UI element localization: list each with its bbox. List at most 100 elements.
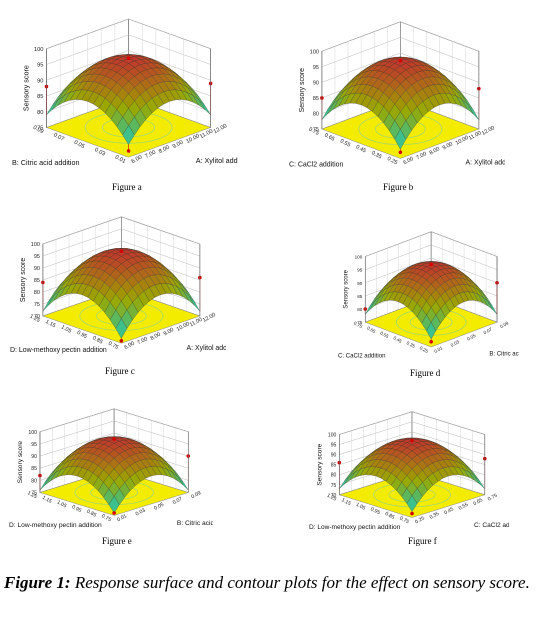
y-tick-label: 1.05 <box>60 324 72 334</box>
x-tick-label: 8.00 <box>158 145 171 155</box>
response-surface <box>321 56 479 150</box>
y-tick-label: 0.75 <box>100 513 112 523</box>
z-tick-label: 90 <box>31 454 37 460</box>
panel-label: Figure a <box>112 182 142 192</box>
z-tick-label: 80 <box>34 290 40 296</box>
y-tick-label: 0.85 <box>91 335 103 345</box>
surface-plot-3: 70 75 80 85 90 95 100 Sensory score 6.00 7.00 8.00… <box>8 204 226 364</box>
y-tick-label: 0.45 <box>392 335 403 344</box>
z-tick-label: 90 <box>37 78 43 84</box>
design-point <box>398 58 403 63</box>
y-tick-label: 1.15 <box>340 497 352 507</box>
surface-plot-2: 75 80 85 90 95 100 Sensory score 6.00 7.00 8.00 9.… <box>287 8 505 181</box>
y-axis-label: C: CaCl2 addition <box>289 161 344 168</box>
y-tick-label: 0.09 <box>32 125 45 135</box>
x-tick-label: 0.05 <box>466 333 477 342</box>
y-tick-label: 0.75 <box>107 341 119 351</box>
y-axis-label: C: CaCl2 addition <box>338 353 386 359</box>
x-tick-label: 10.00 <box>455 135 470 147</box>
y-tick-label: 0.45 <box>355 144 367 154</box>
z-tick-label: 85 <box>331 463 337 469</box>
surface-plot-5: 75 80 85 90 95 100 Sensory score 0.01 0.03 0.05 0.… <box>7 398 213 533</box>
design-point <box>398 150 403 155</box>
x-tick-label: 0.03 <box>450 339 461 348</box>
z-tick-label: 90 <box>313 80 319 86</box>
y-tick-label: 0.65 <box>323 132 335 142</box>
panel-label: Figure d <box>410 368 441 378</box>
z-tick-label: 85 <box>37 94 43 100</box>
x-tick-label: 0.45 <box>443 506 455 516</box>
y-tick-label: 1.15 <box>41 495 53 505</box>
design-point <box>410 438 414 443</box>
design-point <box>410 511 414 516</box>
design-point <box>126 149 131 153</box>
x-tick-label: 0.35 <box>429 511 441 521</box>
z-tick-label: 80 <box>313 112 319 118</box>
surface-svg: 70 75 80 85 90 95 100 Sensory score 6.00 7.00 8.00… <box>10 216 226 354</box>
x-tick-label: 7.00 <box>144 150 157 160</box>
panel-label: Figure c <box>105 366 135 376</box>
y-tick-label: 0.65 <box>366 325 377 334</box>
y-tick-label: 1.05 <box>355 502 367 512</box>
design-point <box>429 262 433 267</box>
response-surface <box>42 248 200 339</box>
x-tick-label: 0.03 <box>135 507 147 517</box>
response-surface <box>46 54 211 145</box>
z-tick-label: 85 <box>34 278 40 284</box>
x-axis-label: C: CaCl2 addition <box>474 522 509 529</box>
z-tick-label: 95 <box>37 63 43 69</box>
z-tick-label: 80 <box>37 110 43 116</box>
x-tick-label: 0.07 <box>483 326 494 335</box>
z-axis-label: Sensory score <box>20 258 27 302</box>
x-tick-label: 0.55 <box>458 502 470 512</box>
z-tick-label: 90 <box>357 281 363 286</box>
z-tick-label: 75 <box>37 126 43 132</box>
z-tick-label: 85 <box>313 96 319 102</box>
z-axis-label: Sensory score <box>299 68 306 112</box>
x-tick-label: 12.00 <box>213 123 228 135</box>
x-axis-label: B: Citric acid addition <box>177 520 213 527</box>
design-point <box>429 339 433 344</box>
y-tick-label: 0.35 <box>370 150 382 160</box>
surface-plot-1: 75 80 85 90 95 100 Sensory score 6.00 7.00 8.00 9.… <box>10 5 238 180</box>
x-tick-label: 6.00 <box>131 155 144 165</box>
z-tick-label: 70 <box>331 493 337 499</box>
panel-label: Figure b <box>383 182 414 192</box>
z-tick-label: 95 <box>331 443 337 449</box>
design-point <box>119 339 124 343</box>
x-tick-label: 0.25 <box>414 515 426 525</box>
y-tick-label: 0.25 <box>386 156 398 166</box>
x-tick-label: 6.00 <box>402 156 414 166</box>
x-tick-label: 7.00 <box>416 151 428 161</box>
y-tick-label: 0.95 <box>76 330 88 340</box>
x-axis-label: A: Xylitol addition <box>187 345 226 352</box>
caption-label: Figure 1: <box>4 573 71 592</box>
surface-facet <box>115 318 128 339</box>
z-tick-label: 80 <box>357 307 363 312</box>
caption-text: Response surface and contour plots for t… <box>70 573 530 592</box>
x-tick-label: 7.00 <box>137 336 149 346</box>
z-tick-label: 100 <box>34 47 44 53</box>
surface-facet <box>108 495 120 514</box>
y-tick-label: 0.07 <box>52 132 65 142</box>
surface-svg: 75 80 85 90 95 100 Sensory score 0.01 0.03 0.05 0.… <box>9 408 213 529</box>
y-tick-label: 0.03 <box>93 147 106 157</box>
z-tick-label: 75 <box>357 320 363 325</box>
response-surface <box>339 437 485 512</box>
z-tick-label: 80 <box>331 473 337 479</box>
x-axis-label: A: Xylitol addition <box>466 159 505 166</box>
surface-plot-6: 70 75 80 85 90 95 100 Sensory score 0.25 0.35 0.45… <box>307 401 509 535</box>
surface-facet <box>406 495 418 512</box>
z-tick-label: 75 <box>31 491 37 497</box>
y-axis-label: B: Citric acid addition <box>12 158 80 167</box>
surface-facet <box>426 322 437 340</box>
surface-svg: 75 80 85 90 95 100 Sensory score 6.00 7.00 8.00 9.… <box>12 18 238 167</box>
z-axis-label: Sensory score <box>17 441 24 484</box>
y-tick-label: 0.75 <box>353 320 364 329</box>
z-tick-label: 80 <box>31 478 37 484</box>
x-tick-label: 0.75 <box>487 493 499 503</box>
surface-plot-4: 75 80 85 90 95 100 Sensory score 0.01 0.03 0.05 0.… <box>336 220 519 366</box>
x-tick-label: 0.01 <box>116 513 128 523</box>
y-axis-label: D: Low-methoxy pectin addition <box>10 347 107 354</box>
panel-label: Figure e <box>102 536 132 546</box>
